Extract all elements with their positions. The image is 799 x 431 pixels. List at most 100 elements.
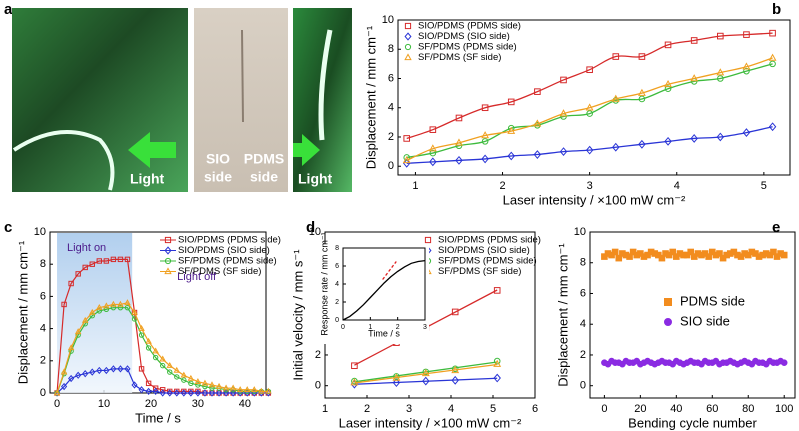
marker (664, 41, 672, 49)
marker (705, 253, 712, 260)
marker (687, 248, 695, 256)
x-tick-label: 1 (322, 403, 328, 415)
marker (690, 37, 698, 44)
marker (145, 337, 152, 344)
marker (138, 386, 145, 394)
y-axis-label: Response rate / mm cm⁻¹ (319, 232, 329, 335)
x-axis-label: Laser intensity / ×100 mW cm⁻² (503, 192, 686, 207)
marker (507, 98, 515, 106)
marker (195, 382, 201, 388)
marker (243, 386, 251, 393)
marker (61, 301, 67, 308)
plot-frame (397, 19, 791, 176)
actuator (12, 130, 115, 191)
x-axis-label: Time / s (135, 410, 181, 425)
marker (180, 389, 187, 397)
arrow (293, 134, 320, 166)
marker (493, 287, 501, 294)
marker (188, 380, 194, 387)
y-axis-label: Displacement / mm cm⁻¹ (363, 25, 378, 169)
marker (716, 132, 725, 142)
marker (209, 385, 215, 391)
marker (82, 264, 88, 271)
marker (560, 76, 567, 84)
y-tick-label: 2 (335, 299, 339, 306)
marker (124, 304, 131, 311)
y-tick-label: 6 (388, 72, 394, 84)
marker (201, 389, 209, 397)
marker (451, 365, 460, 374)
marker (96, 258, 103, 264)
marker (258, 387, 265, 394)
x-tick-label: 3 (423, 324, 427, 331)
x-tick-label: 20 (145, 398, 157, 410)
marker (770, 248, 777, 256)
plot-frame (589, 231, 796, 399)
y-tick-label: 8 (335, 245, 339, 252)
marker (75, 271, 81, 277)
legend-label: SIO/PDMS (SIO side) (418, 31, 510, 42)
marker (690, 134, 698, 143)
marker (493, 357, 501, 365)
photo-text: side (204, 169, 232, 185)
marker (145, 387, 152, 396)
photo (194, 8, 288, 192)
x-tick-label: 1 (368, 324, 372, 331)
marker (559, 109, 568, 117)
actuator (318, 29, 333, 141)
y-axis-label: Displacement / mm cm⁻¹ (15, 240, 30, 384)
marker (166, 389, 173, 397)
x-axis-label: Bending cycle number (628, 415, 757, 430)
marker (743, 67, 750, 75)
fit-curve (406, 63, 773, 159)
marker (611, 248, 619, 256)
y-tick-label: 8 (40, 258, 46, 270)
marker (159, 355, 166, 362)
series-line (56, 368, 269, 394)
marker (638, 53, 646, 60)
marker (422, 376, 430, 386)
marker (110, 300, 117, 307)
photo-text: PDMS (244, 151, 284, 167)
y-tick-label: 4 (40, 323, 46, 335)
marker (75, 371, 82, 379)
y-tick-label: 8 (388, 43, 394, 55)
panel-a: a Light SIO side PDMS side Light (4, 1, 352, 192)
marker (615, 254, 623, 262)
y-tick-label: 8 (580, 257, 586, 269)
y-tick-label: 0 (388, 160, 394, 172)
legend-marker (164, 267, 172, 275)
marker (392, 378, 401, 388)
marker (138, 332, 145, 338)
marker (110, 256, 117, 263)
legend-label: SF/PDMS (SF side) (178, 266, 261, 277)
marker (421, 369, 430, 377)
x-tick-label: 2 (499, 180, 505, 192)
x-tick-label: 3 (587, 180, 593, 192)
marker (612, 53, 620, 60)
marker (768, 53, 777, 61)
marker (265, 387, 272, 394)
marker (103, 258, 110, 264)
marker (61, 382, 68, 391)
x-tick-label: 40 (670, 403, 682, 415)
x-tick-label: 80 (742, 403, 754, 415)
marker (215, 389, 223, 397)
marker (88, 308, 96, 315)
marker (152, 385, 159, 391)
x-tick-label: 1 (412, 180, 418, 192)
legend-label: SF/PDMS (PDMS side) (178, 256, 277, 267)
marker (237, 389, 244, 397)
marker (229, 384, 237, 391)
marker (507, 151, 515, 161)
marker (145, 345, 152, 351)
legend-marker (404, 32, 412, 41)
x-tick-label: 5 (761, 180, 767, 192)
marker (152, 354, 159, 361)
marker (742, 128, 751, 138)
marker (769, 29, 776, 37)
marker (180, 371, 188, 378)
marker (481, 131, 490, 139)
marker (533, 150, 542, 159)
legend-label: SIO/PDMS (PDMS side) (438, 235, 541, 246)
